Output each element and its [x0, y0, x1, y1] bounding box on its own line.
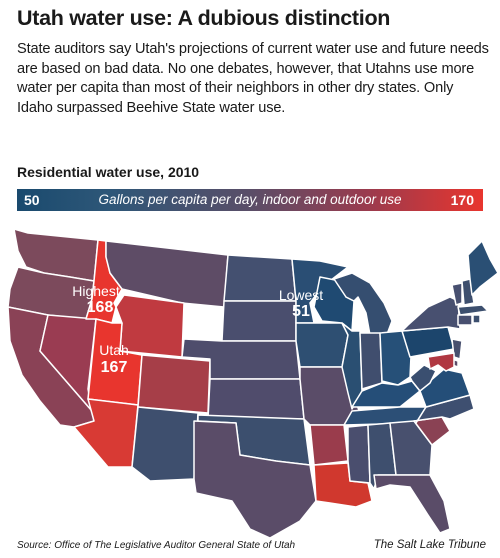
state-arkansas [309, 424, 349, 466]
callout-utah-value: 167 [101, 359, 128, 376]
state-rhode-island [472, 314, 481, 324]
callout-utah-label: Utah [99, 342, 129, 358]
state-maryland [427, 352, 455, 372]
state-connecticut [457, 314, 473, 326]
state-pennsylvania [401, 326, 455, 358]
state-iowa [295, 322, 349, 368]
intro-paragraph: State auditors say Utah's projections of… [17, 41, 489, 116]
callout-highest-value: 168 [87, 299, 114, 316]
map-subtitle: Residential water use, 2010 [17, 164, 200, 180]
state-maine [467, 240, 499, 296]
state-kansas [207, 378, 305, 420]
source-note: Source: Office of The Legislative Audito… [17, 540, 296, 551]
callout-lowest-label: Lowest [279, 287, 323, 303]
state-texas [193, 420, 317, 538]
color-legend: 50 Gallons per capita per day, indoor an… [17, 189, 483, 211]
state-new-york [401, 296, 461, 332]
state-massachusetts [457, 304, 489, 316]
state-west-virginia [409, 364, 437, 392]
state-georgia [389, 420, 433, 476]
legend-caption: Gallons per capita per day, indoor and o… [98, 192, 402, 207]
publisher-credit: The Salt Lake Tribune [373, 539, 486, 551]
legend-min-value: 50 [24, 192, 40, 208]
state-indiana [359, 332, 383, 390]
callout-lowest-value: 51 [292, 303, 310, 320]
state-south-dakota [221, 300, 297, 342]
us-choropleth-map: Highest 168 Utah 167 Lowest 51 [7, 228, 499, 538]
state-kentucky [351, 380, 421, 408]
state-illinois [341, 322, 363, 410]
state-vermont [451, 282, 463, 306]
state-new-mexico [131, 406, 199, 482]
state-florida [373, 474, 451, 534]
state-mississippi [347, 424, 371, 484]
legend-max-value: 170 [450, 192, 474, 208]
page-title: Utah water use: A dubious distinction [17, 6, 391, 30]
callout-highest-label: Highest [72, 283, 120, 299]
state-colorado [137, 354, 211, 414]
state-minnesota [291, 258, 349, 324]
